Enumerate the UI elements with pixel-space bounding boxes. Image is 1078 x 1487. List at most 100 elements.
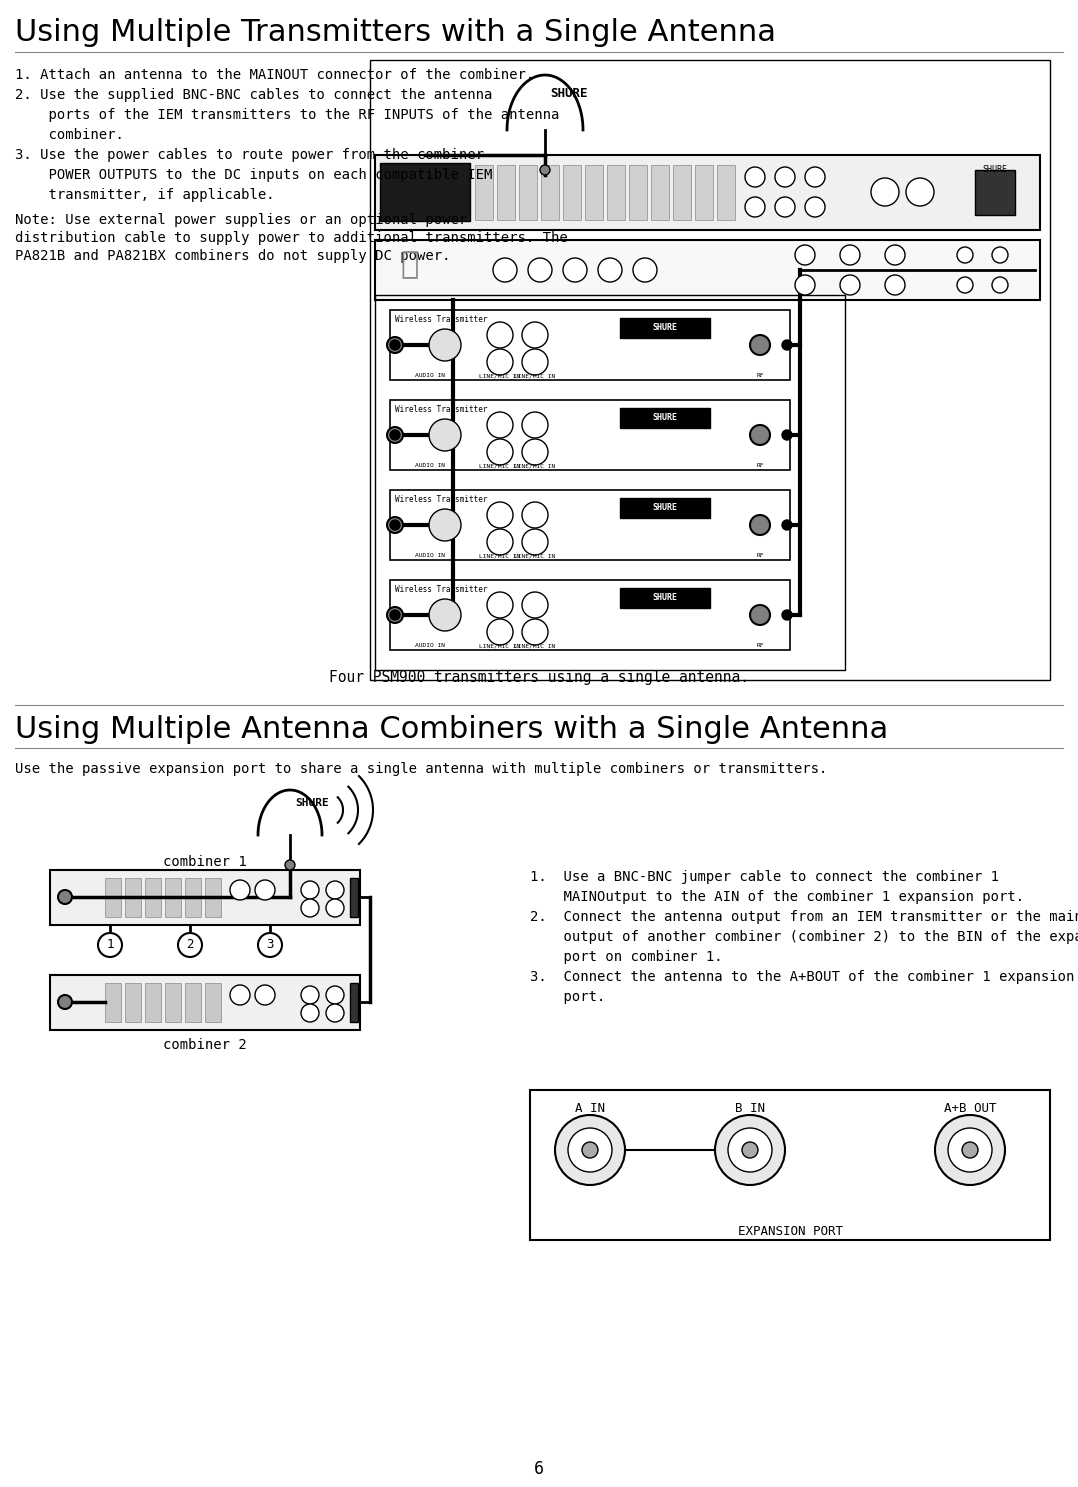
Circle shape (493, 259, 517, 283)
Circle shape (775, 196, 794, 217)
Circle shape (957, 247, 973, 263)
Text: distribution cable to supply power to additional transmitters. The: distribution cable to supply power to ad… (15, 230, 568, 245)
Text: combiner.: combiner. (15, 128, 124, 141)
Circle shape (285, 859, 295, 870)
Text: Note: Use external power supplies or an optional power: Note: Use external power supplies or an … (15, 213, 467, 228)
Text: AUDIO IN: AUDIO IN (415, 462, 445, 468)
Circle shape (805, 167, 825, 187)
Circle shape (326, 986, 344, 1004)
Circle shape (255, 984, 275, 1005)
Bar (146, 877, 161, 917)
Circle shape (178, 932, 202, 958)
Bar (519, 165, 537, 220)
Text: Wireless Transmitter: Wireless Transmitter (395, 404, 487, 413)
Circle shape (326, 900, 344, 917)
Circle shape (750, 425, 770, 445)
Circle shape (387, 427, 403, 443)
Text: 6: 6 (534, 1460, 544, 1478)
Text: Use the passive expansion port to share a single antenna with multiple combiners: Use the passive expansion port to share … (15, 761, 828, 776)
Circle shape (715, 1115, 785, 1185)
Circle shape (742, 1142, 758, 1158)
Circle shape (487, 619, 513, 645)
Text: LINE/MIC IN: LINE/MIC IN (480, 462, 521, 468)
Circle shape (301, 986, 319, 1004)
Circle shape (255, 880, 275, 900)
Bar (673, 165, 691, 220)
Text: LINE/MIC IN: LINE/MIC IN (480, 642, 521, 648)
Circle shape (962, 1142, 978, 1158)
Circle shape (522, 323, 548, 348)
Text: 3: 3 (266, 938, 274, 952)
Bar (620, 318, 710, 338)
Text: Wireless Transmitter: Wireless Transmitter (395, 315, 487, 324)
Circle shape (750, 605, 770, 625)
Bar (350, 877, 358, 917)
Text: LINE/MIC IN: LINE/MIC IN (514, 462, 555, 468)
Bar (165, 877, 181, 917)
Circle shape (487, 349, 513, 375)
Circle shape (522, 439, 548, 465)
Circle shape (429, 419, 461, 451)
Text: A+B OUT: A+B OUT (943, 1102, 996, 1115)
Bar (651, 165, 669, 220)
Bar (165, 983, 181, 1022)
Circle shape (782, 341, 792, 349)
Text: 1: 1 (107, 938, 114, 952)
Circle shape (750, 335, 770, 355)
Bar (628, 165, 647, 220)
Bar (50, 975, 360, 1030)
Circle shape (805, 196, 825, 217)
Bar (620, 587, 710, 608)
Bar (105, 877, 121, 917)
Bar (205, 983, 221, 1022)
Circle shape (58, 891, 72, 904)
Text: 2. Use the supplied BNC-BNC cables to connect the antenna: 2. Use the supplied BNC-BNC cables to co… (15, 88, 493, 103)
Circle shape (782, 520, 792, 529)
Text: port.: port. (530, 990, 606, 1004)
Circle shape (992, 277, 1008, 293)
Text: ⬜: ⬜ (400, 250, 418, 280)
Circle shape (582, 1142, 598, 1158)
Circle shape (522, 619, 548, 645)
Bar (607, 165, 625, 220)
Circle shape (840, 245, 860, 265)
Circle shape (390, 610, 400, 620)
Circle shape (301, 880, 319, 900)
Text: POWER OUTPUTS to the DC inputs on each compatible IEM: POWER OUTPUTS to the DC inputs on each c… (15, 168, 493, 181)
Bar (695, 165, 713, 220)
Circle shape (522, 412, 548, 439)
Bar (390, 491, 790, 561)
Text: 3.  Connect the antenna to the A+BOUT of the combiner 1 expansion: 3. Connect the antenna to the A+BOUT of … (530, 970, 1075, 984)
Text: A IN: A IN (575, 1102, 605, 1115)
Circle shape (555, 1115, 625, 1185)
Bar (620, 498, 710, 517)
Circle shape (487, 412, 513, 439)
Circle shape (326, 1004, 344, 1022)
Circle shape (885, 275, 906, 294)
Bar (205, 877, 221, 917)
Circle shape (258, 932, 282, 958)
Circle shape (58, 995, 72, 1010)
Circle shape (387, 607, 403, 623)
Circle shape (487, 323, 513, 348)
Circle shape (992, 247, 1008, 263)
Circle shape (782, 610, 792, 620)
Circle shape (522, 529, 548, 555)
Circle shape (487, 529, 513, 555)
Bar (185, 983, 201, 1022)
Text: Using Multiple Transmitters with a Single Antenna: Using Multiple Transmitters with a Singl… (15, 18, 776, 48)
Text: RF: RF (757, 462, 763, 468)
Circle shape (633, 259, 657, 283)
Text: LINE/MIC IN: LINE/MIC IN (514, 642, 555, 648)
Circle shape (487, 592, 513, 619)
Circle shape (487, 503, 513, 528)
Circle shape (522, 349, 548, 375)
Text: SHURE: SHURE (652, 593, 677, 602)
Text: AUDIO IN: AUDIO IN (415, 553, 445, 558)
Circle shape (782, 430, 792, 440)
Circle shape (948, 1129, 992, 1172)
Text: ports of the IEM transmitters to the RF INPUTS of the antenna: ports of the IEM transmitters to the RF … (15, 109, 559, 122)
Bar (563, 165, 581, 220)
Circle shape (522, 592, 548, 619)
Circle shape (794, 275, 815, 294)
